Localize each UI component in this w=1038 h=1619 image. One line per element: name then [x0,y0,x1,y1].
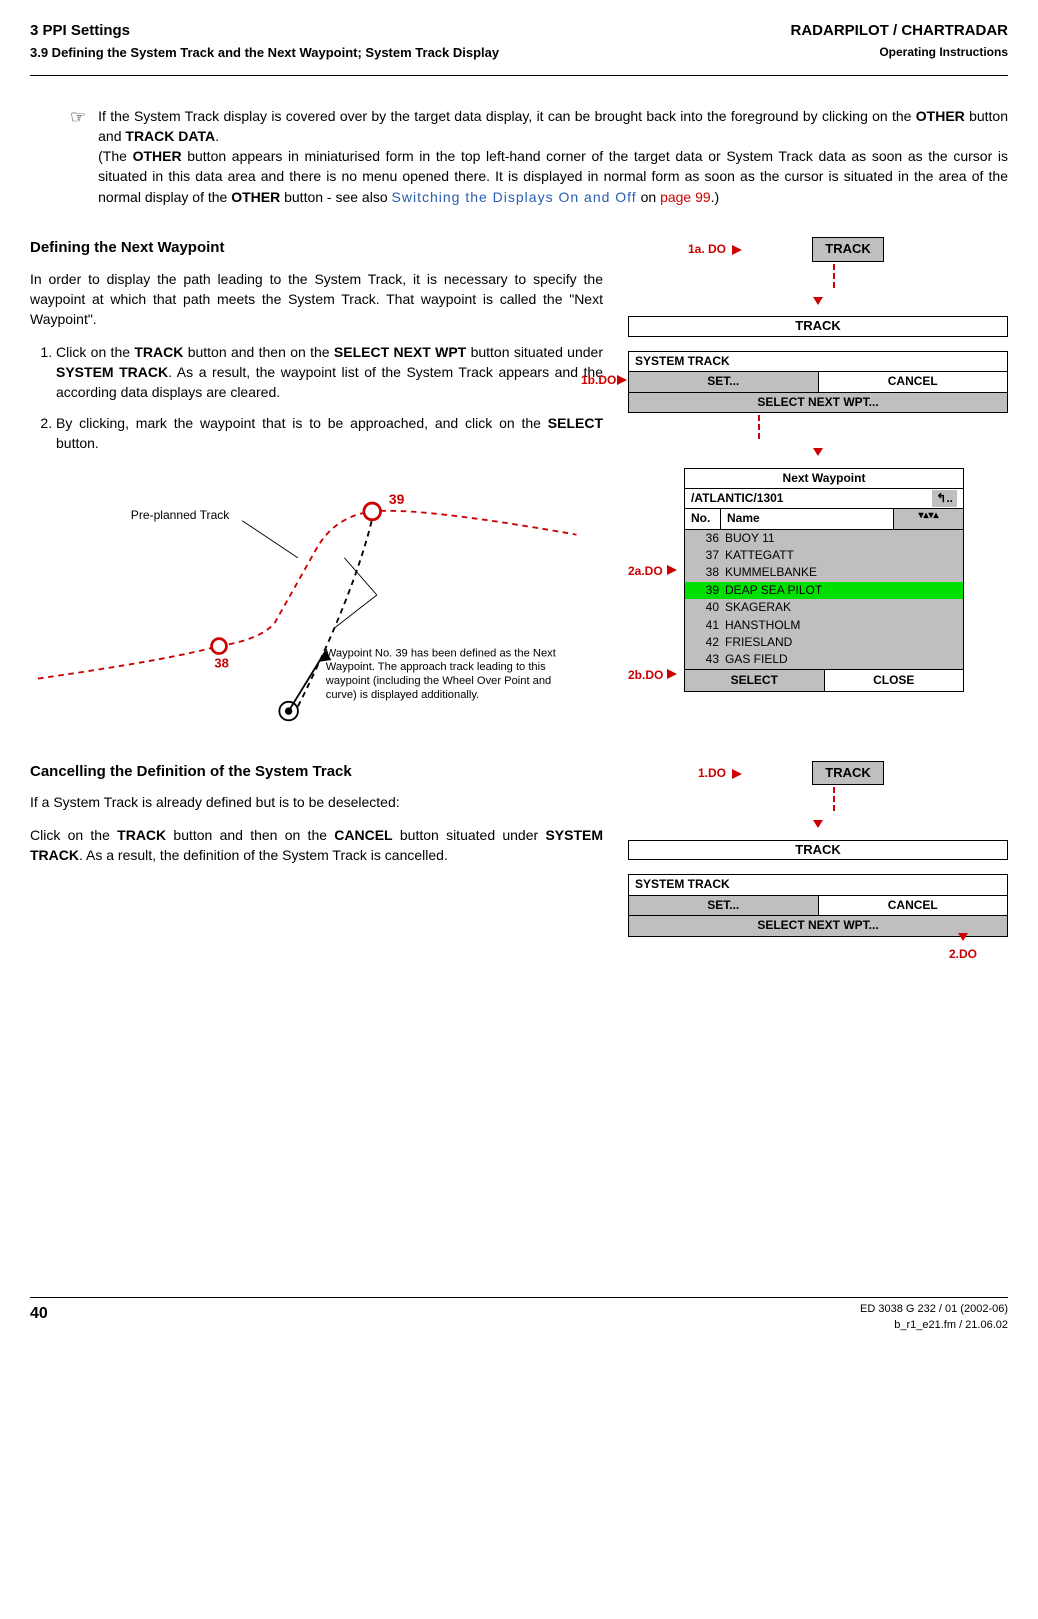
footer-rule [30,1297,1008,1298]
do-1b-label: 1b.DO [581,372,616,389]
col-name: Name [721,509,893,528]
wp-panel-title: Next Waypoint [685,469,963,489]
col-no: No. [685,509,721,528]
page-header: 3 PPI Settings 3.9 Defining the System T… [30,20,1008,63]
set-button[interactable]: SET... [629,372,818,391]
pointer-icon: ☞ [70,104,86,207]
track-menu-bar[interactable]: TRACK [628,840,1008,861]
arrow-right-icon [617,375,627,385]
panel-title: SYSTEM TRACK [629,352,1007,372]
panel-title: SYSTEM TRACK [629,875,1007,895]
section-defining-next-waypoint: Defining the Next Waypoint In order to d… [30,237,1008,730]
track-menu-bar[interactable]: TRACK [628,316,1008,337]
preplanned-label: Pre-planned Track [131,508,231,522]
scroll-buttons[interactable]: ▾▴▾▴ [893,509,963,528]
waypoint-row[interactable]: 36BUOY 11 [685,530,963,547]
note-text: If the System Track display is covered o… [98,106,1008,207]
select-button[interactable]: SELECT [685,670,825,691]
wp39-label: 39 [389,491,405,507]
page-number: 40 [30,1302,48,1334]
waypoint-rows: 36BUOY 1137KATTEGATT38KUMMELBANKE39DEAP … [685,530,963,669]
do-1-label: 1.DO [698,765,726,782]
dash-line [833,264,835,288]
doc-type: Operating Instructions [791,44,1009,61]
cross-ref-link[interactable]: Switching the Displays On and Off [392,189,637,205]
waypoint-list-panel: Next Waypoint /ATLANTIC/1301 ↰.. No. Nam… [684,468,964,693]
do-2b-label: 2b.DO [628,668,663,682]
section-heading: Defining the Next Waypoint [30,237,603,259]
arrow-right-icon [667,669,677,679]
cancel-button[interactable]: CANCEL [818,372,1008,391]
waypoint-row[interactable]: 41HANSTHOLM [685,617,963,634]
doc-id: ED 3038 G 232 / 01 (2002-06) [860,1302,1008,1318]
arrow-right-icon [732,769,742,779]
section-cancelling: Cancelling the Definition of the System … [30,761,1008,937]
waypoint-row[interactable]: 37KATTEGATT [685,547,963,564]
set-button[interactable]: SET... [629,896,818,915]
step-1: Click on the TRACK button and then on th… [56,342,603,403]
track-diagram: 38 39 Pre-planned Track Waypoint No. 39 … [30,465,603,725]
diagram-caption: Waypoint No. 39 has been defined as the … [326,646,577,702]
do-2a-label: 2a.DO [628,564,663,578]
do-1a-label: 1a. DO [688,241,726,258]
arrow-down-icon [813,448,823,456]
track-button[interactable]: TRACK [812,237,884,262]
header-rule [30,75,1008,76]
cancel-button[interactable]: CANCEL [818,896,1008,915]
arrow-right-icon [732,245,742,255]
file-id: b_r1_e21.fm / 21.06.02 [860,1318,1008,1334]
select-next-wpt-button[interactable]: SELECT NEXT WPT... [629,393,1007,412]
para: Click on the TRACK button and then on th… [30,825,603,866]
arrow-down-icon [813,297,823,305]
do-2-label: 2.DO [949,947,977,961]
arrow-right-icon [667,565,677,575]
intro-para: In order to display the path leading to … [30,269,603,330]
close-button[interactable]: CLOSE [825,670,964,691]
para: If a System Track is already defined but… [30,792,603,812]
wp38-label: 38 [214,656,228,671]
chapter-number: 3 PPI Settings [30,20,499,42]
note-block: ☞ If the System Track display is covered… [70,106,1008,207]
waypoint-row[interactable]: 40SKAGERAK [685,599,963,616]
arrow-up-icon [958,933,968,941]
wp-path: /ATLANTIC/1301 [691,490,783,507]
waypoint-row[interactable]: 39DEAP SEA PILOT [685,582,963,599]
waypoint-row[interactable]: 42FRIESLAND [685,634,963,651]
track-button[interactable]: TRACK [812,761,884,786]
up-dir-button[interactable]: ↰.. [932,490,957,507]
arrow-down-icon [813,820,823,828]
waypoint-row[interactable]: 38KUMMELBANKE [685,564,963,581]
waypoint-row[interactable]: 43GAS FIELD [685,651,963,668]
section-heading: Cancelling the Definition of the System … [30,761,603,783]
section-number: 3.9 Defining the System Track and the Ne… [30,44,499,63]
product-name: RADARPILOT / CHARTRADAR [791,20,1009,42]
step-2: By clicking, mark the waypoint that is t… [56,413,603,454]
steps-list: Click on the TRACK button and then on th… [30,342,603,453]
page-footer: 40 ED 3038 G 232 / 01 (2002-06) b_r1_e21… [30,1302,1008,1334]
page-ref-link[interactable]: page 99 [660,189,711,205]
